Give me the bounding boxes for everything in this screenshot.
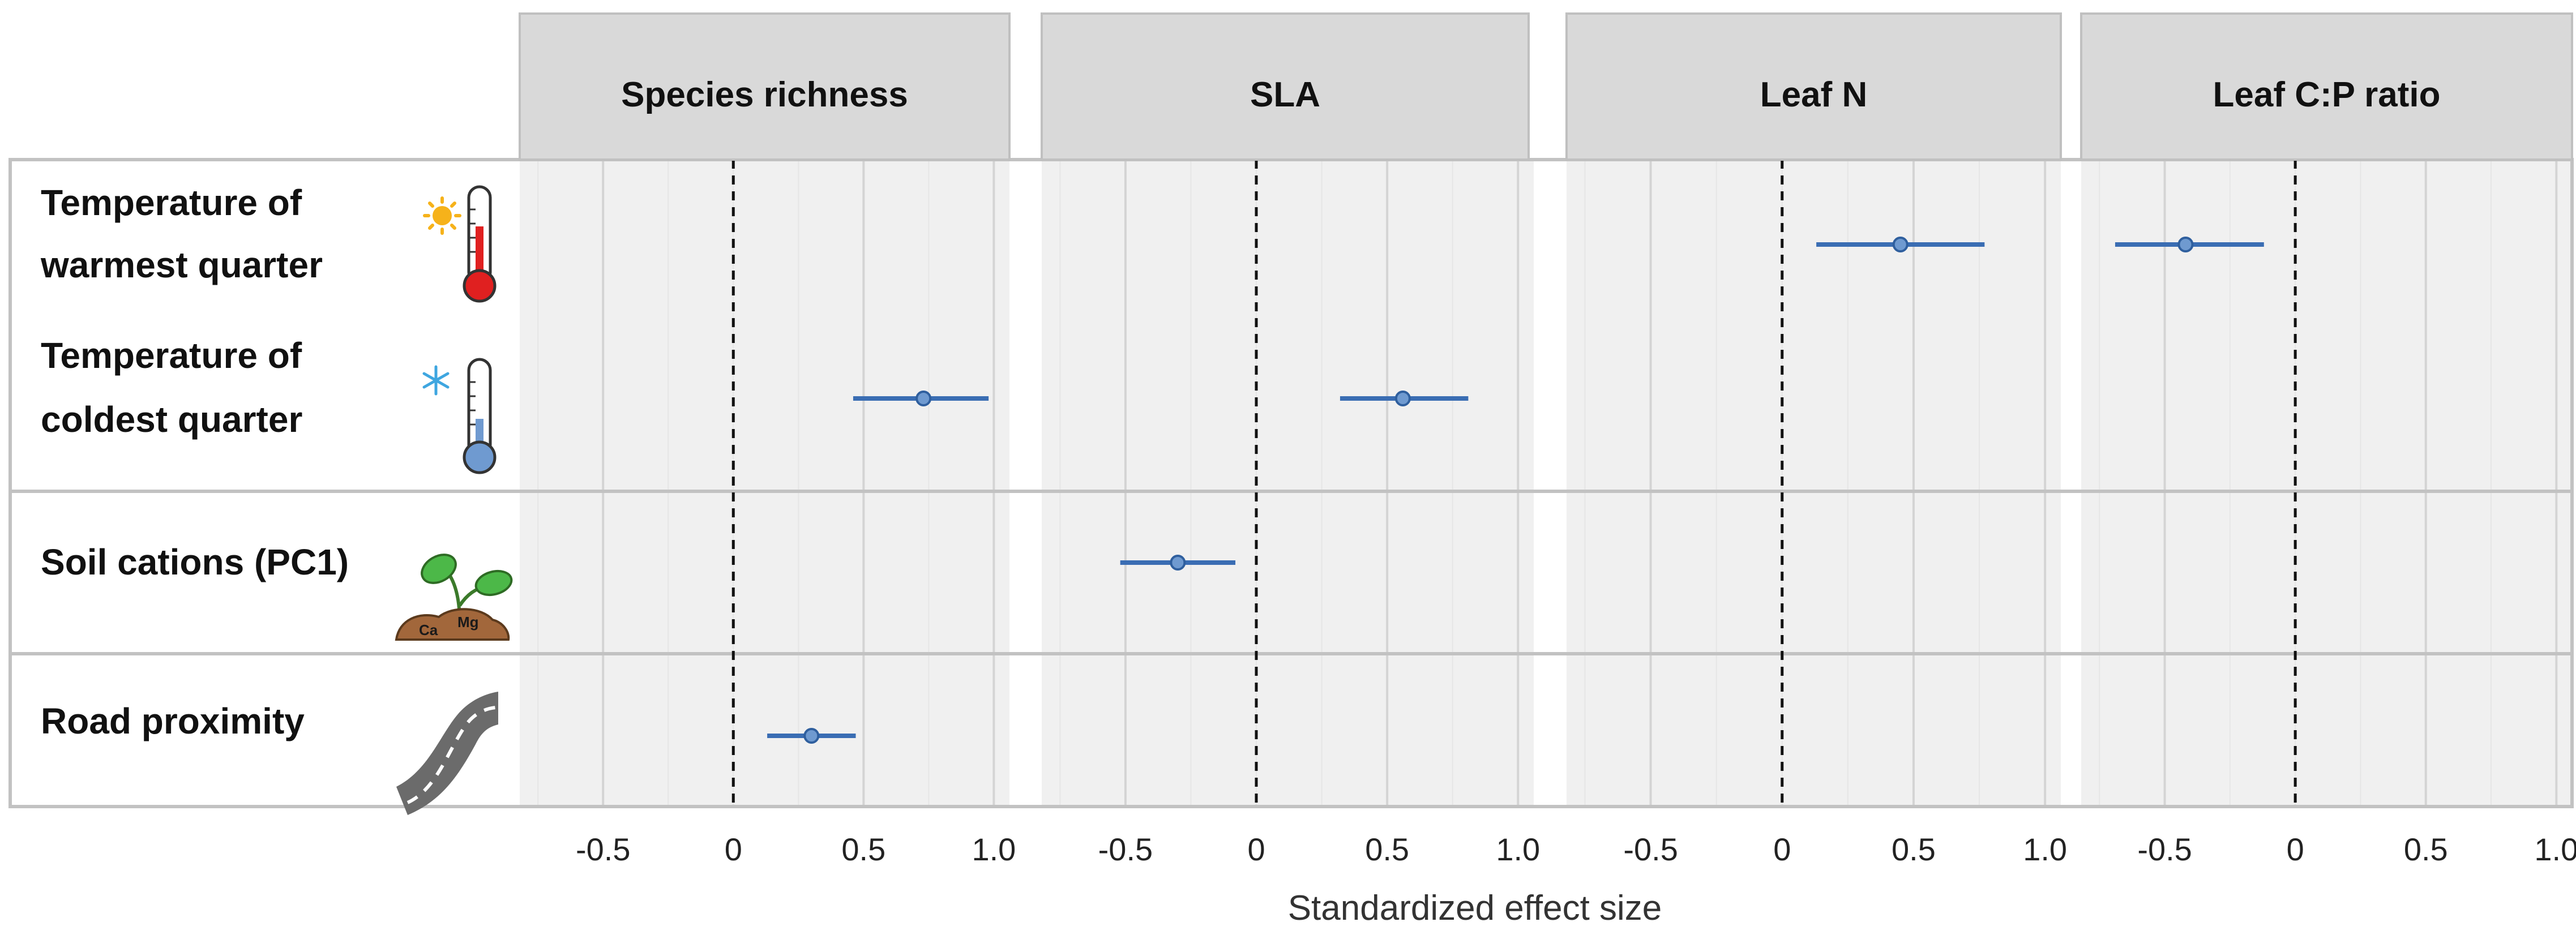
- x-tick-label: -0.5: [2137, 831, 2192, 867]
- facet-strip: [1565, 12, 2062, 161]
- panel-background: [1042, 160, 1534, 807]
- x-tick-label: 1.0: [2023, 831, 2067, 867]
- x-axis-title: Standardized effect size: [1288, 889, 1662, 928]
- x-tick-label: -0.5: [1623, 831, 1678, 867]
- facet-label: Species richness: [621, 75, 908, 114]
- row-label-twq: warmest quarter: [40, 245, 323, 285]
- facet-label: Leaf N: [1760, 75, 1867, 114]
- x-tick-label: 0: [1247, 831, 1265, 867]
- x-tick-label: 1.0: [2534, 831, 2576, 867]
- x-tick-label: 0.5: [841, 831, 885, 867]
- point-estimate: [915, 391, 932, 406]
- x-tick-label: 0.5: [2404, 831, 2448, 867]
- road-icon: [396, 692, 498, 815]
- facet-strip: [2080, 12, 2573, 161]
- soil-icon-mg: Mg: [457, 614, 479, 631]
- x-tick-label: -0.5: [576, 831, 631, 867]
- point-estimate: [1170, 555, 1186, 571]
- panel-background: [1567, 160, 2061, 807]
- x-tick-label: 0.5: [1892, 831, 1936, 867]
- panel-background: [2081, 160, 2572, 807]
- row-label-road: Road proximity: [41, 701, 305, 741]
- x-tick-label: -0.5: [1098, 831, 1153, 867]
- point-estimate: [1892, 237, 1909, 252]
- x-tick-label: 0: [2287, 831, 2304, 867]
- point-estimate: [1394, 391, 1411, 406]
- panel-background: [520, 160, 1009, 807]
- x-tick-label: 0.5: [1365, 831, 1409, 867]
- row-label-soil: Soil cations (PC1): [41, 542, 349, 582]
- row-label-tcq: Temperature of: [41, 335, 302, 376]
- soil-icon-ca: Ca: [419, 621, 438, 638]
- snowflake-icon: [422, 365, 450, 396]
- row-label-column: [10, 160, 520, 807]
- facet-strip: [519, 12, 1011, 161]
- x-tick-label: 1.0: [972, 831, 1016, 867]
- point-estimate: [803, 728, 820, 744]
- soil-seedling-icon: Ca Mg: [395, 554, 513, 641]
- facet-strip: [1041, 12, 1530, 161]
- sun-icon: [423, 196, 461, 235]
- facet-label: Leaf C:P ratio: [2213, 75, 2441, 114]
- hot-thermometer-icon: [423, 185, 497, 303]
- row-group-border: [8, 652, 2574, 808]
- cold-thermometer-icon: [422, 358, 497, 474]
- x-tick-label: 0: [1773, 831, 1791, 867]
- row-label-twq: Temperature of: [41, 182, 302, 223]
- x-tick-label: 0: [725, 831, 742, 867]
- x-tick-label: 1.0: [1496, 831, 1540, 867]
- facet-label: SLA: [1250, 75, 1320, 114]
- point-estimate: [2177, 237, 2194, 252]
- row-label-tcq: coldest quarter: [41, 399, 302, 440]
